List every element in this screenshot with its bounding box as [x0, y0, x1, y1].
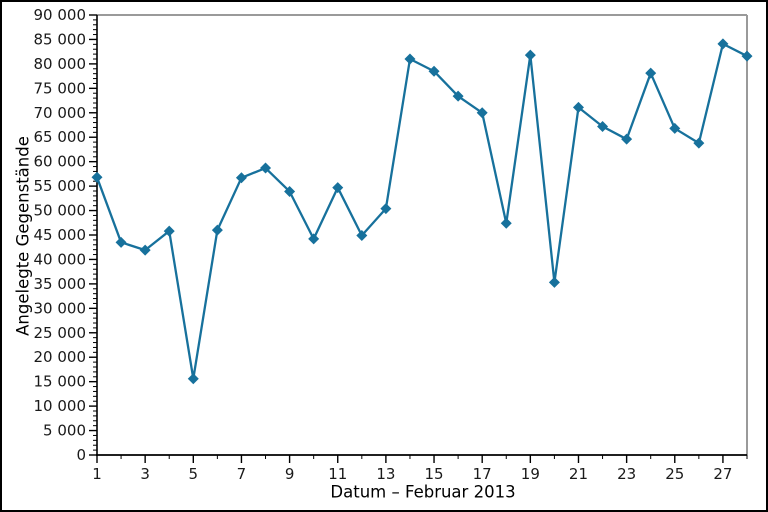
data-point-marker [741, 50, 753, 62]
y-tick-label: 70 000 [34, 104, 87, 122]
data-point-marker [500, 217, 512, 229]
data-point-marker [139, 244, 151, 256]
y-tick-label: 65 000 [34, 128, 87, 146]
x-tick-label: 11 [328, 465, 347, 483]
y-tick-label: 55 000 [34, 177, 87, 195]
x-tick-label: 25 [665, 465, 684, 483]
data-point-marker [380, 203, 392, 215]
data-point-marker [163, 225, 175, 237]
x-tick-label: 27 [713, 465, 732, 483]
y-tick-label: 25 000 [34, 324, 87, 342]
data-point-marker [428, 65, 440, 77]
y-tick-label: 30 000 [34, 299, 87, 317]
y-tick-label: 85 000 [34, 30, 87, 48]
y-axis-title: Angelegte Gegenstände [13, 136, 33, 336]
x-tick-label: 5 [189, 465, 199, 483]
x-tick-label: 21 [569, 465, 588, 483]
x-axis-title: Datum – Februar 2013 [330, 482, 516, 502]
x-tick-label: 3 [140, 465, 150, 483]
data-point-marker [717, 38, 729, 50]
data-point-marker [260, 162, 272, 174]
data-point-marker [284, 185, 296, 197]
data-point-marker [332, 182, 344, 194]
y-tick-label: 45 000 [34, 226, 87, 244]
y-tick-label: 80 000 [34, 55, 87, 73]
data-point-marker [187, 373, 199, 385]
y-tick-label: 15 000 [34, 373, 87, 391]
data-point-marker [115, 236, 127, 248]
data-point-marker [452, 90, 464, 102]
y-tick-label: 50 000 [34, 202, 87, 220]
x-tick-label: 15 [424, 465, 443, 483]
x-tick-label: 7 [237, 465, 247, 483]
data-point-marker [669, 122, 681, 134]
y-tick-label: 5 000 [43, 422, 86, 440]
x-tick-label: 17 [473, 465, 492, 483]
x-tick-label: 9 [285, 465, 295, 483]
data-point-marker [524, 49, 536, 61]
data-point-marker [211, 224, 223, 236]
y-tick-label: 60 000 [34, 153, 87, 171]
x-tick-label: 23 [617, 465, 636, 483]
data-point-marker [404, 53, 416, 65]
data-point-marker [645, 67, 657, 79]
x-tick-label: 1 [92, 465, 102, 483]
y-tick-label: 75 000 [34, 79, 87, 97]
y-tick-label: 0 [76, 446, 86, 464]
data-point-marker [235, 172, 247, 184]
data-point-marker [597, 120, 609, 132]
data-point-marker [621, 133, 633, 145]
data-point-marker [91, 171, 103, 183]
y-tick-label: 20 000 [34, 348, 87, 366]
data-point-marker [548, 276, 560, 288]
data-point-marker [693, 137, 705, 149]
y-tick-label: 90 000 [34, 6, 87, 24]
data-point-marker [356, 229, 368, 241]
x-tick-label: 19 [521, 465, 540, 483]
data-series-line [95, 42, 749, 380]
data-point-marker [308, 233, 320, 245]
x-tick-label: 13 [376, 465, 395, 483]
y-tick-label: 40 000 [34, 250, 87, 268]
data-point-marker [476, 107, 488, 119]
y-tick-label: 10 000 [34, 397, 87, 415]
data-point-marker [572, 101, 584, 113]
y-tick-label: 35 000 [34, 275, 87, 293]
